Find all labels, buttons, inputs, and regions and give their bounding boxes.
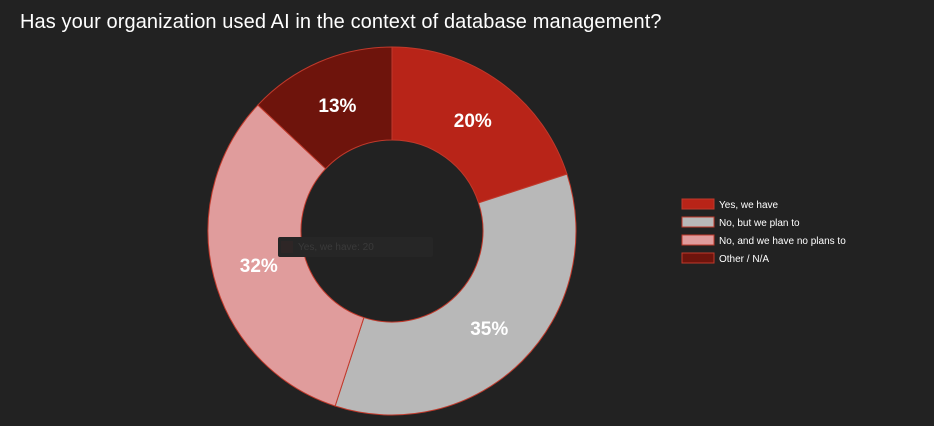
chart-tooltip: Yes, we have: 20 <box>278 237 433 257</box>
slice-label-yes-we-have: 20% <box>454 111 492 132</box>
chart-slice-labels: 20% 35% 32% 13% <box>240 96 509 340</box>
slice-other-n-a[interactable] <box>257 46 393 170</box>
legend-swatch <box>681 216 715 228</box>
slice-label-no-but-we-plan-to: 35% <box>470 319 508 340</box>
legend-item-no-and-we-have-no-plans-to[interactable]: No, and we have no plans to <box>681 234 846 247</box>
legend-label: No, and we have no plans to <box>719 236 846 247</box>
tooltip-text: Yes, we have: 20 <box>298 242 374 253</box>
legend-label: Yes, we have <box>719 200 779 211</box>
legend-item-other-n-a[interactable]: Other / N/A <box>681 252 769 265</box>
legend-swatch <box>681 252 715 264</box>
legend-item-yes-we-have[interactable]: Yes, we have <box>681 198 779 211</box>
slice-no-but-we-plan-to[interactable] <box>334 173 577 416</box>
chart-title: Has your organization used AI in the con… <box>20 11 662 33</box>
tooltip-swatch <box>281 241 293 253</box>
legend-swatch <box>681 234 715 246</box>
slice-yes-we-have[interactable] <box>391 46 568 204</box>
slice-label-no-and-we-have-no-plans-to: 32% <box>240 256 278 277</box>
chart-legend: Yes, we have No, but we plan to No, and we… <box>681 198 846 265</box>
tooltip-box <box>278 237 433 257</box>
chart-slices <box>207 46 577 416</box>
legend-swatch <box>681 198 715 210</box>
slice-label-other-n-a: 13% <box>318 96 356 117</box>
legend-label: No, but we plan to <box>719 218 800 229</box>
legend-label: Other / N/A <box>719 254 769 265</box>
legend-item-no-but-we-plan-to[interactable]: No, but we plan to <box>681 216 800 229</box>
